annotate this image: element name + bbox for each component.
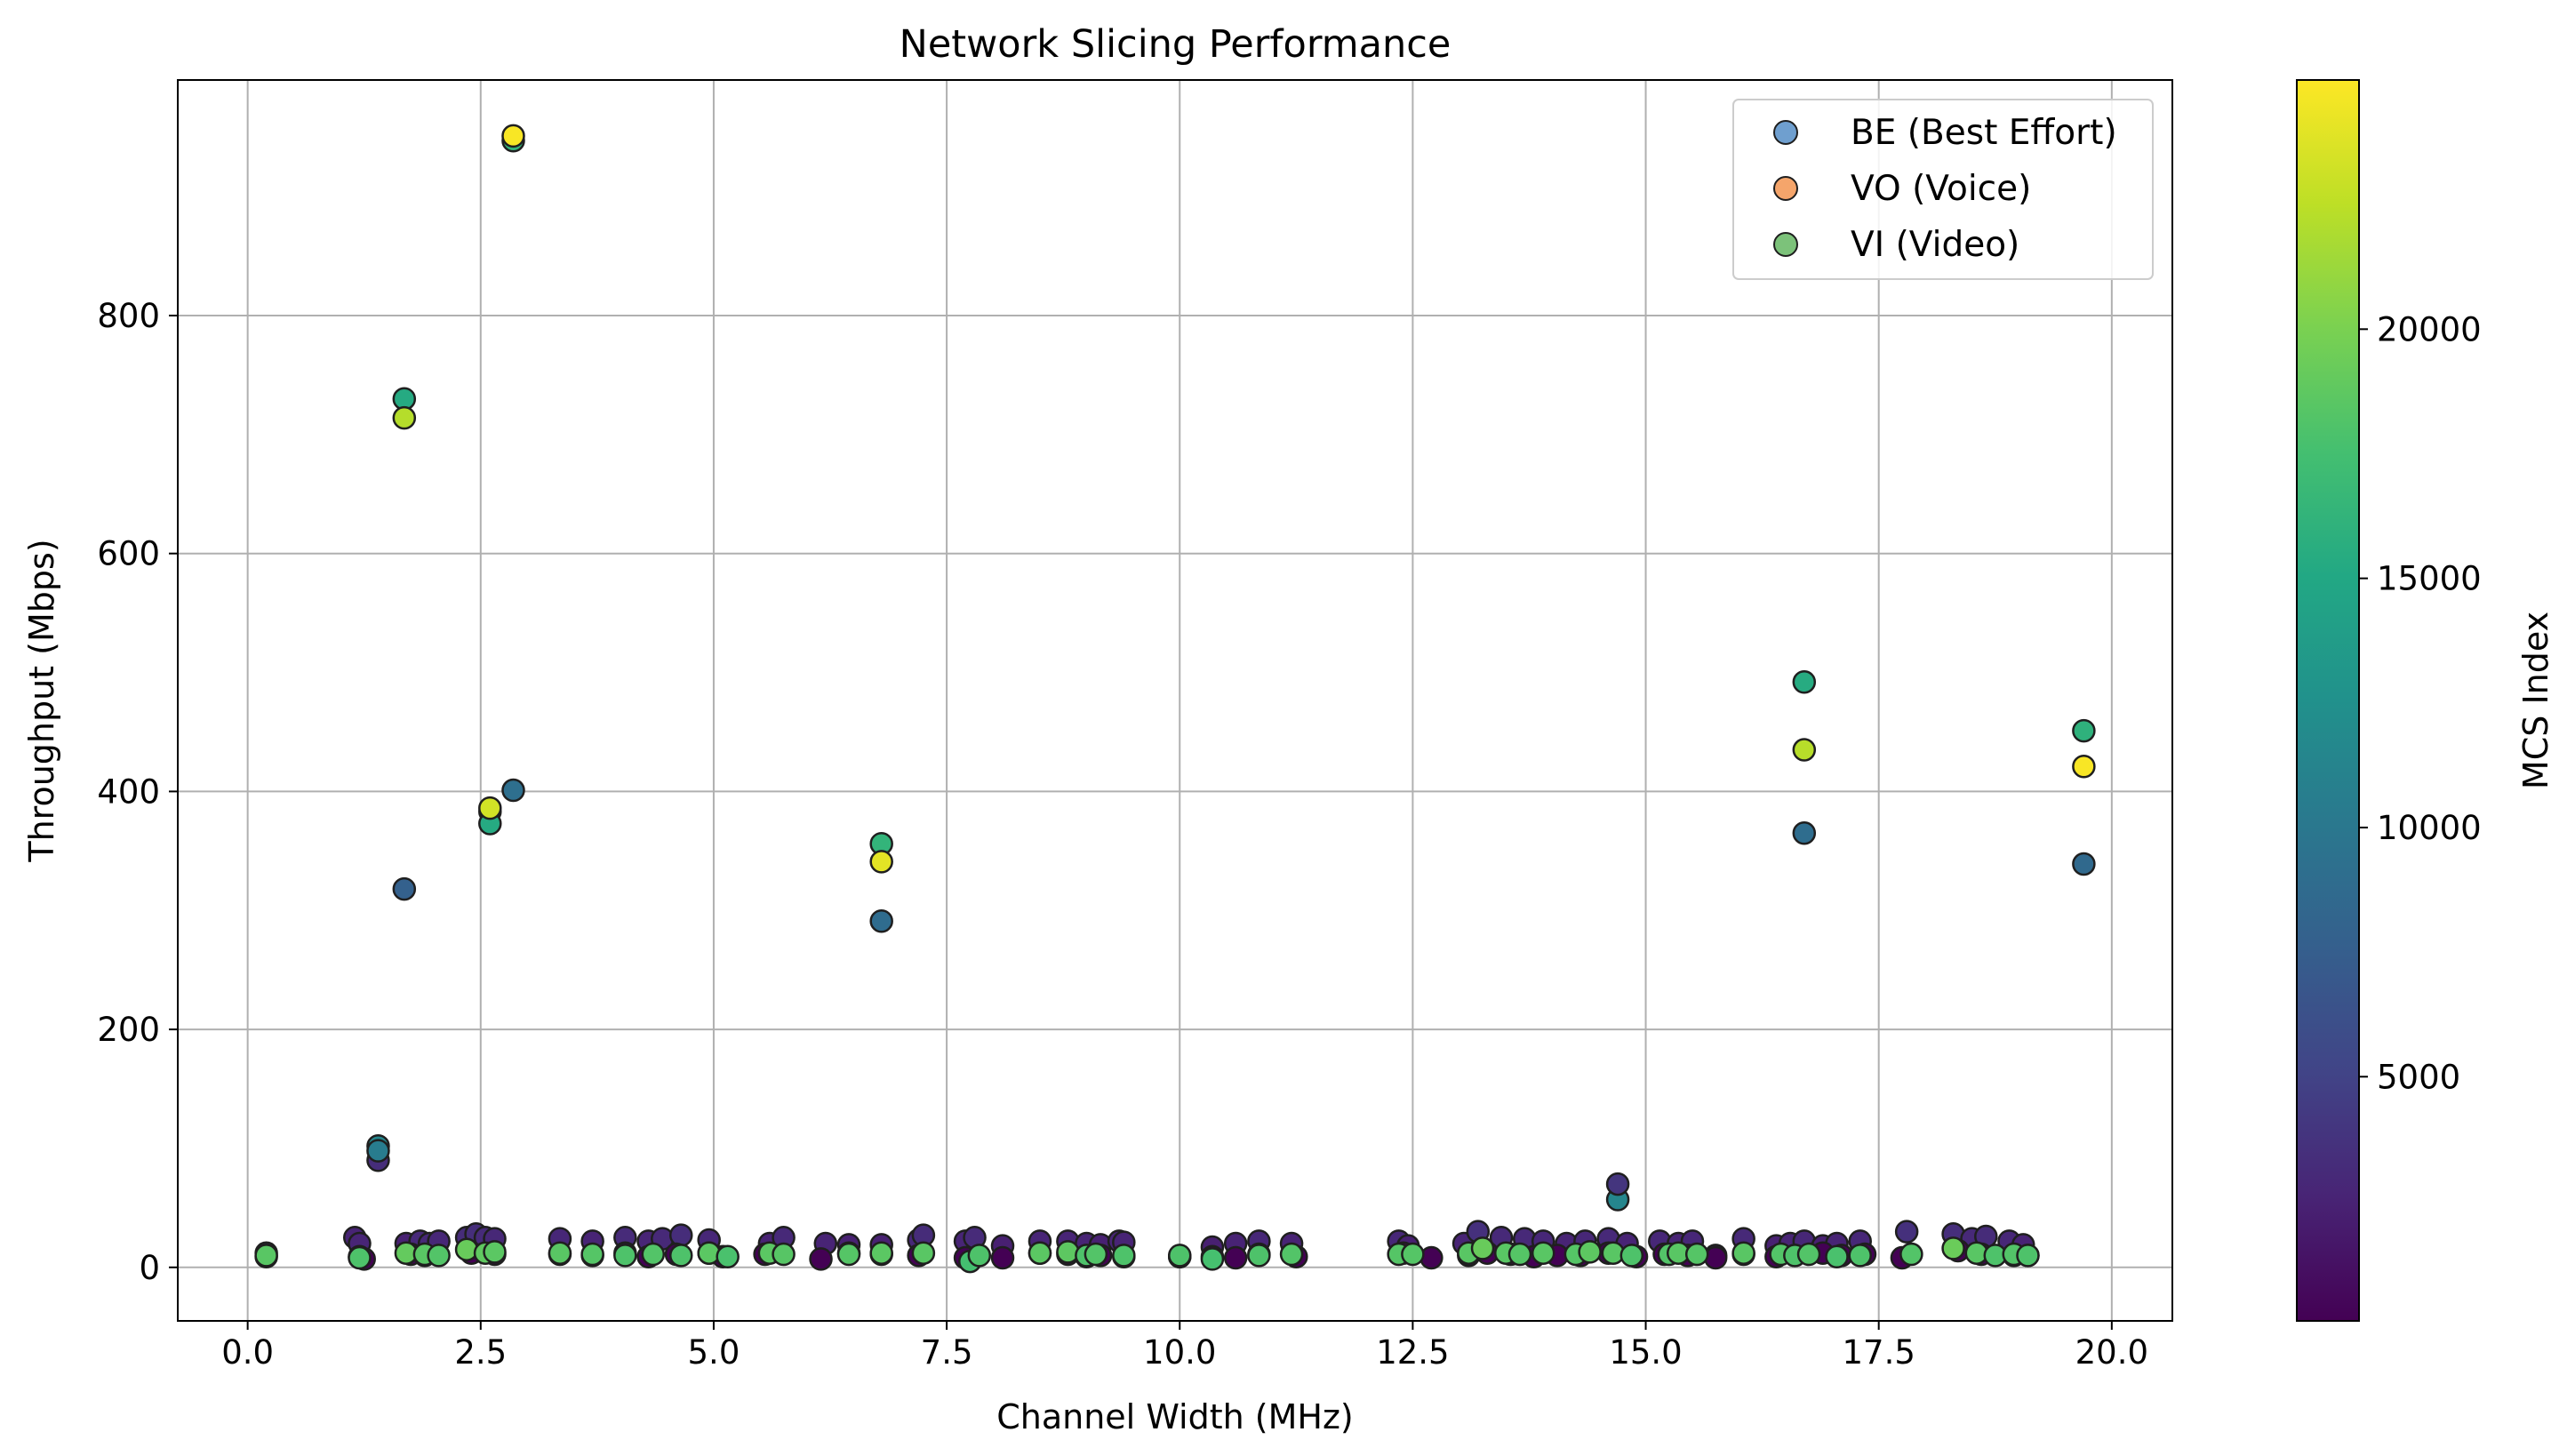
data-point-vi — [1112, 1244, 1136, 1268]
legend-label-vo: VO (Voice) — [1851, 169, 2031, 209]
data-point-vi — [1507, 1242, 1532, 1267]
data-point-vi — [501, 124, 525, 148]
data-point-vi — [668, 1244, 693, 1268]
colorbar-tick-label: 20000 — [2377, 310, 2482, 348]
x-axis-ticks: 0.0 2.5 5.0 7.5 10.0 12.5 15.0 17.5 20.0 — [221, 1321, 2148, 1372]
legend-marker-vo — [1773, 176, 1798, 201]
data-point-be — [1792, 670, 1817, 694]
data-point-be — [1605, 1172, 1630, 1196]
legend: BE (Best Effort) VO (Voice) VI (Video) — [1732, 99, 2154, 280]
data-point-vi — [580, 1242, 604, 1267]
y-tick-label: 0 — [139, 1249, 160, 1287]
data-point-vi — [1470, 1236, 1495, 1260]
colorbar-ticks: 5000 10000 15000 20000 — [2359, 310, 2482, 1096]
data-point-vi — [613, 1244, 637, 1268]
data-point-vi — [641, 1242, 666, 1267]
colorbar-tick-label: 15000 — [2377, 560, 2482, 598]
data-point-vi — [1825, 1244, 1849, 1268]
data-point-vi — [772, 1242, 796, 1267]
data-point-vi — [1028, 1241, 1052, 1265]
data-point-vi — [1941, 1236, 1965, 1260]
data-point-vo — [809, 1247, 833, 1271]
data-point-vi — [836, 1242, 861, 1267]
colorbar-tick-label: 10000 — [2377, 809, 2482, 847]
data-point-vi — [1899, 1242, 1923, 1267]
legend-marker-vi — [1773, 232, 1798, 257]
data-point-vi — [2016, 1244, 2040, 1268]
y-tick-label: 200 — [97, 1011, 160, 1049]
legend-box — [1732, 99, 2154, 280]
plot-frame — [177, 79, 2173, 1322]
data-point-vi — [1167, 1244, 1192, 1268]
data-point-vi — [1084, 1242, 1108, 1267]
x-tick-label: 15.0 — [1609, 1333, 1682, 1372]
x-tick-label: 5.0 — [688, 1333, 740, 1372]
x-tick-label: 12.5 — [1376, 1333, 1449, 1372]
data-point-vo — [990, 1245, 1015, 1270]
y-axis-ticks: 0 200 400 600 800 — [97, 297, 178, 1287]
colorbar-tick-label: 5000 — [2377, 1058, 2460, 1096]
data-point-vi — [254, 1244, 278, 1268]
data-points — [254, 124, 2096, 1274]
data-point-vi — [1279, 1242, 1304, 1267]
y-axis-label: Throughput (Mbps) — [22, 539, 61, 862]
data-point-vi — [1684, 1242, 1709, 1267]
y-tick-label: 800 — [97, 297, 160, 335]
data-point-vi — [967, 1244, 992, 1268]
data-point-vi — [2072, 755, 2096, 779]
data-point-vo — [1223, 1245, 1248, 1270]
data-point-vi — [483, 1240, 507, 1264]
x-tick-label: 2.5 — [454, 1333, 507, 1372]
data-point-vi — [911, 1241, 936, 1265]
data-point-be — [869, 909, 893, 933]
data-point-vi — [869, 1241, 893, 1265]
colorbar: 5000 10000 15000 20000 MCS Index — [2296, 79, 2555, 1322]
data-point-be — [668, 1223, 693, 1247]
data-point-vi — [1731, 1241, 1755, 1265]
data-point-be — [366, 1139, 390, 1163]
x-tick-label: 7.5 — [921, 1333, 973, 1372]
data-point-vi — [716, 1244, 740, 1268]
data-point-vi — [1619, 1244, 1644, 1268]
data-point-vi — [1401, 1242, 1425, 1267]
data-point-be — [501, 778, 525, 803]
chart-title: Network Slicing Performance — [900, 22, 1451, 67]
data-point-vi — [1578, 1240, 1602, 1264]
x-tick-label: 20.0 — [2075, 1333, 2148, 1372]
data-point-vi — [1531, 1241, 1555, 1265]
x-tick-label: 17.5 — [1842, 1333, 1915, 1372]
x-tick-label: 10.0 — [1143, 1333, 1216, 1372]
data-point-be — [2072, 718, 2096, 743]
data-point-vi — [348, 1245, 372, 1270]
legend-label-be: BE (Best Effort) — [1851, 113, 2117, 153]
y-tick-label: 600 — [97, 535, 160, 573]
colorbar-bar — [2296, 79, 2360, 1322]
data-point-vi — [548, 1241, 572, 1265]
colorbar-label: MCS Index — [2516, 612, 2555, 789]
data-point-vi — [427, 1244, 451, 1268]
legend-label-vi: VI (Video) — [1851, 225, 2019, 265]
data-point-vi — [1247, 1244, 1271, 1268]
data-point-vi — [1848, 1244, 1872, 1268]
data-point-vi — [869, 850, 893, 874]
data-point-vi — [1792, 738, 1817, 762]
data-point-vi — [392, 405, 417, 430]
data-point-be — [2072, 852, 2096, 876]
data-point-be — [1894, 1220, 1919, 1244]
y-tick-label: 400 — [97, 772, 160, 811]
data-point-vi — [1200, 1247, 1225, 1271]
data-point-vi — [1796, 1242, 1821, 1267]
data-point-be — [1792, 820, 1817, 845]
x-axis-label: Channel Width (MHz) — [996, 1397, 1354, 1436]
data-point-be — [392, 876, 417, 901]
data-point-vi — [478, 796, 502, 820]
x-tick-label: 0.0 — [221, 1333, 274, 1372]
legend-marker-be — [1773, 120, 1798, 145]
